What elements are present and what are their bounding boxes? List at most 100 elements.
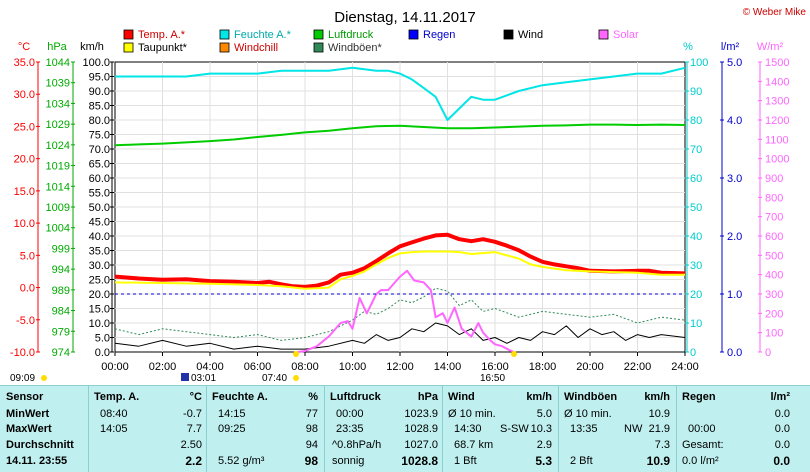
legend-swatch — [313, 42, 324, 53]
x-tick-label: 08:00 — [291, 361, 319, 373]
legend-label: Feuchte A.* — [234, 29, 292, 41]
x-tick-label: 14:00 — [434, 361, 462, 373]
rain-axis-tick-label: 5.0 — [727, 57, 742, 69]
wind-axis-tick-label: 95.0 — [89, 72, 110, 84]
wind-unit: km/h — [526, 391, 552, 403]
pressure-axis-tick-label: 989 — [52, 285, 70, 297]
humidity-min-time: 14:15 — [218, 408, 246, 420]
legend-label: Windchill — [234, 42, 278, 54]
humidity-unit: % — [308, 391, 318, 403]
solar-axis-tick-label: 200 — [765, 308, 783, 320]
solar-axis-tick-label: 700 — [765, 212, 783, 224]
legend-label: Luftdruck — [328, 29, 374, 41]
pressure-axis-tick-label: 1014 — [46, 181, 70, 193]
solar-axis-tick-label: 500 — [765, 250, 783, 262]
wind-axis-tick-label: 60.0 — [89, 173, 110, 185]
solar-axis-tick-label: 1500 — [765, 57, 789, 69]
series-line-temp-a — [114, 232, 686, 289]
pressure-min-value: 1023.9 — [404, 408, 438, 420]
temp-axis-tick-label: 0.0 — [20, 283, 35, 295]
x-tick-label: 20:00 — [576, 361, 604, 373]
pressure-axis-tick-label: 1024 — [46, 140, 70, 152]
x-tick-label: 18:00 — [529, 361, 557, 373]
wind-avg-value: 2.9 — [536, 439, 552, 451]
wind-axis-tick-label: 30.0 — [89, 260, 110, 272]
humidity-axis-tick-label: 10 — [690, 318, 702, 330]
wind-axis-tick-label: 15.0 — [89, 304, 110, 316]
series-line-wind — [114, 322, 686, 350]
pressure-axis-tick-label: 1044 — [46, 57, 70, 69]
temp-min-value: -0.7 — [183, 408, 202, 420]
wind-axis-tick-label: 55.0 — [89, 188, 110, 200]
row-label-avg: Durchschnitt — [6, 439, 74, 451]
humidity-axis-tick-label: 60 — [690, 173, 702, 185]
rain-axis-tick-label: 3.0 — [727, 173, 742, 185]
temp-current-value: 2.2 — [185, 454, 202, 468]
wind-axis-unit: km/h — [80, 41, 104, 53]
copyright-label: © Weber Mike — [743, 7, 807, 18]
gusts-column: Windböen km/h Ø 10 min. 10.9 13:35 NW 21.9 7… — [558, 386, 676, 472]
temp-unit: °C — [189, 391, 202, 403]
series-line-luftdruck — [114, 123, 686, 147]
moonrise-label: 03:01 — [191, 373, 216, 384]
wind-avg-label: Ø 10 min. — [448, 408, 496, 420]
temp-column: Temp. A. °C 08:40 -0.7 14:05 7.7 2.50 2.2 — [88, 386, 206, 472]
humidity-axis-tick-label: 20 — [690, 289, 702, 301]
solar-axis-tick-label: 1100 — [765, 134, 789, 146]
sunrise-icon — [293, 375, 299, 381]
solar-axis-tick-label: 1200 — [765, 115, 789, 127]
weather-chart: Dienstag, 14.11.2017 © Weber Mike Temp. … — [10, 7, 807, 384]
series-line-windb-en — [114, 287, 686, 341]
chart-title: Dienstag, 14.11.2017 — [334, 9, 476, 26]
wind-max-direction: S-SW — [500, 423, 529, 435]
temp-axis-tick-label: 5.0 — [20, 250, 35, 262]
x-tick-label: 22:00 — [624, 361, 652, 373]
pressure-max-time: 23:35 — [336, 423, 364, 435]
pressure-forecast: sonnig — [332, 455, 365, 467]
pressure-axis-tick-label: 999 — [52, 243, 70, 255]
humidity-avg-value: 94 — [305, 439, 318, 451]
chart-legend: Temp. A.* Feuchte A.* Luftdruck Regen Wind So… — [123, 29, 639, 54]
legend-swatch — [219, 42, 230, 53]
legend-swatch — [123, 42, 134, 53]
gusts-max-time: 13:35 — [570, 423, 598, 435]
series-line-solar — [297, 269, 515, 353]
solar-axis-tick-label: 0 — [765, 347, 771, 359]
wind-beaufort: 1 Bft — [454, 455, 477, 467]
temp-axis-tick-label: 15.0 — [14, 186, 35, 198]
humidity-max-time: 09:25 — [218, 423, 246, 435]
wind-axis-tick-label: 85.0 — [89, 101, 110, 113]
wind-axis-tick-label: 35.0 — [89, 246, 110, 258]
temp-avg-value: 2.50 — [180, 439, 202, 451]
humidity-axis-tick-label: 40 — [690, 231, 702, 243]
rain-min-value: 0.0 — [774, 408, 790, 420]
rain-header: Regen — [682, 391, 716, 403]
humidity-absolute: 5.52 g/m³ — [218, 455, 265, 467]
row-label-current: 14.11. 23:55 — [6, 455, 68, 467]
axis-units: °C hPa km/h% l/m² W/m² — [18, 41, 784, 53]
statistics-panel: Sensor MinWert MaxWert Durchschnitt 14.1… — [0, 385, 810, 472]
rain-today: 0.0 l/m² — [682, 455, 719, 467]
pressure-axis-tick-label: 1029 — [46, 119, 70, 131]
series-line-feuchte-a — [115, 66, 686, 121]
x-tick-label: 16:00 — [481, 361, 509, 373]
rain-current-value: 0.0 — [773, 454, 790, 468]
humidity-axis-tick-label: 100 — [690, 57, 708, 69]
solar-axis-unit: W/m² — [757, 41, 784, 53]
wind-axis-tick-label: 25.0 — [89, 275, 110, 287]
wind-avg10-value: 5.0 — [536, 408, 552, 420]
grid-lines — [115, 62, 685, 352]
humidity-axis-tick-label: 80 — [690, 115, 702, 127]
x-tick-label: 06:00 — [244, 361, 272, 373]
pressure-current-value: 1028.8 — [401, 454, 438, 468]
wind-axis-tick-label: 5.0 — [95, 333, 110, 345]
solar-axis-tick-label: 900 — [765, 173, 783, 185]
pressure-axis-tick-label: 1009 — [46, 202, 70, 214]
marker-label-left: 09:09 — [10, 373, 35, 384]
wind-axis-tick-label: 70.0 — [89, 144, 110, 156]
legend-label: Solar — [613, 29, 639, 41]
solar-axis-tick-label: 1300 — [765, 96, 789, 108]
rain-total-value: 0.0 — [774, 439, 790, 451]
x-tick-label: 12:00 — [386, 361, 414, 373]
pressure-axis-tick-label: 974 — [52, 347, 70, 359]
